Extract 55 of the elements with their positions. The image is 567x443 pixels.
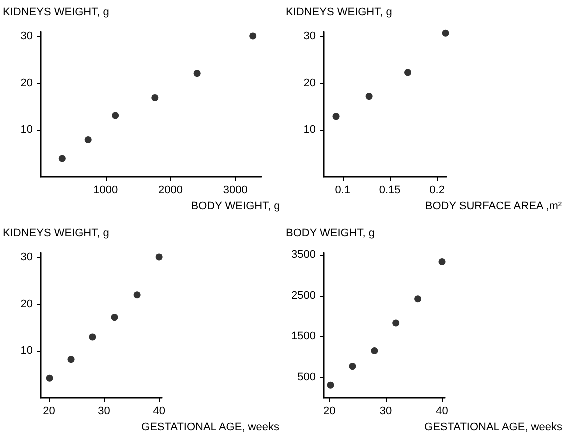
- point: [46, 374, 54, 382]
- point: [414, 296, 422, 303]
- x-tick-label: 30: [380, 406, 392, 418]
- point: [194, 70, 201, 78]
- y-axis-title: KIDNEYS WEIGHT, g: [286, 6, 392, 18]
- x-tick-label: 0.2: [430, 184, 445, 196]
- point: [58, 155, 66, 162]
- point: [438, 258, 446, 266]
- x-tick-label: 30: [98, 406, 110, 418]
- x-tick-label: 2000: [158, 184, 183, 196]
- point: [404, 69, 412, 76]
- y-tick-label: 1500: [292, 330, 316, 343]
- x-tick-label: 20: [43, 406, 56, 418]
- point: [134, 292, 141, 299]
- x-tick-label: 20: [324, 406, 336, 418]
- point: [332, 113, 340, 120]
- y-axis-title: KIDNEYS WEIGHT, g: [3, 228, 110, 240]
- x-tick-label: 0.15: [379, 184, 401, 196]
- x-axis-title: GESTATIONAL AGE, weeks: [142, 422, 280, 434]
- x-axis-title: GESTATIONAL AGE, weeks: [424, 422, 563, 434]
- y-axis-title: BODY WEIGHT, g: [286, 228, 376, 240]
- point: [152, 94, 159, 102]
- y-tick-label: 500: [298, 372, 316, 384]
- x-axis-title: BODY SURFACE AREA ,m²: [425, 200, 562, 212]
- x-tick-label: 0.1: [335, 184, 351, 196]
- point: [250, 32, 257, 40]
- x-tick-label: 40: [436, 406, 448, 418]
- point: [68, 356, 75, 364]
- y-tick-label: 3500: [292, 249, 316, 262]
- point: [111, 314, 118, 322]
- y-tick-label: 30: [20, 30, 33, 43]
- point: [371, 348, 378, 355]
- point: [392, 320, 400, 327]
- y-tick-label: 30: [20, 252, 33, 264]
- y-tick-label: 20: [20, 298, 33, 310]
- y-tick-label: 10: [20, 124, 33, 136]
- point: [442, 30, 450, 37]
- point: [112, 112, 120, 120]
- x-tick-label: 1000: [94, 184, 118, 196]
- x-axis-title: BODY WEIGHT, g: [191, 200, 280, 212]
- point: [89, 334, 96, 341]
- point: [327, 382, 334, 389]
- y-tick-label: 30: [304, 30, 316, 43]
- y-tick-label: 20: [304, 77, 316, 90]
- y-axis-title: KIDNEYS WEIGHT, g: [3, 6, 110, 18]
- point: [156, 254, 163, 261]
- point: [84, 136, 92, 144]
- x-tick-label: 40: [153, 406, 166, 418]
- y-tick-label: 2500: [292, 290, 316, 302]
- y-tick-label: 10: [20, 345, 33, 358]
- y-tick-label: 20: [20, 77, 33, 90]
- point: [349, 363, 356, 370]
- point: [366, 93, 373, 100]
- x-tick-label: 3000: [223, 184, 248, 196]
- y-tick-label: 10: [304, 124, 316, 136]
